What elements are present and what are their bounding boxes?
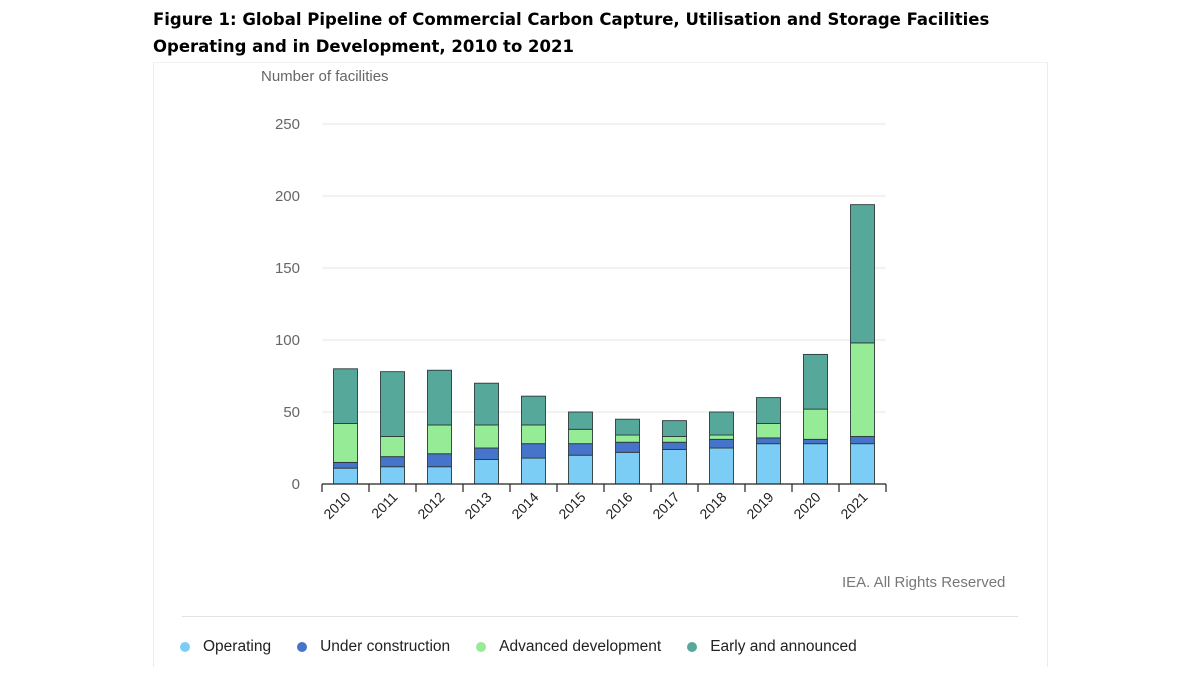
bar-2013-advanced-development <box>474 424 499 449</box>
bar-2010-advanced-development <box>333 423 358 463</box>
x-tick-label-2018: 2018 <box>696 489 729 522</box>
bar-2013-operating <box>474 459 499 485</box>
bar-2016-under-construction <box>615 441 640 453</box>
bar-2015-early-and-announced <box>568 411 593 430</box>
x-tick-label-2020: 2020 <box>790 489 823 522</box>
legend-swatch <box>297 642 308 652</box>
legend-label: Under construction <box>320 638 451 655</box>
bar-2010-under-construction <box>333 461 358 469</box>
legend: Operating Under construction Advanced deve… <box>180 638 857 656</box>
bar-2014-operating <box>521 457 546 485</box>
bar-2018-operating <box>709 447 734 485</box>
x-tick-label-2016: 2016 <box>602 489 635 522</box>
bar-2018-advanced-development <box>709 434 734 440</box>
x-tick-label-2019: 2019 <box>743 489 776 522</box>
x-tick-label-2012: 2012 <box>414 489 447 522</box>
y-axis-label: Number of facilities <box>261 68 389 85</box>
legend-swatch <box>180 642 190 652</box>
bar-2014-advanced-development <box>521 424 546 445</box>
bar-2021-advanced-development <box>850 342 875 437</box>
bar-2016-operating <box>615 451 640 485</box>
bar-2019-advanced-development <box>756 423 781 439</box>
bar-2015-operating <box>568 454 593 485</box>
chart-panel <box>153 62 1048 667</box>
legend-label: Early and announced <box>710 638 857 655</box>
bar-2016-early-and-announced <box>615 418 640 436</box>
bar-2011-advanced-development <box>380 436 405 458</box>
bar-2021-under-construction <box>850 436 875 445</box>
legend-item-under-construction[interactable]: Under construction <box>297 638 450 656</box>
bar-2016-advanced-development <box>615 434 640 443</box>
x-tick-label-2013: 2013 <box>461 489 494 522</box>
legend-item-early-and-announced[interactable]: Early and announced <box>687 638 857 656</box>
bar-2015-under-construction <box>568 443 593 456</box>
x-tick-label-2021: 2021 <box>837 489 870 522</box>
bar-2018-under-construction <box>709 438 734 449</box>
y-tick-label-200: 200 <box>275 188 300 205</box>
bar-2020-operating <box>803 443 828 485</box>
bar-2010-operating <box>333 467 358 485</box>
x-tick-label-2014: 2014 <box>508 489 541 522</box>
bar-2017-advanced-development <box>662 436 687 443</box>
legend-swatch <box>476 642 487 652</box>
bar-2012-early-and-announced <box>427 369 452 426</box>
bar-2020-early-and-announced <box>803 353 828 410</box>
y-tick-label-100: 100 <box>275 332 300 349</box>
legend-label: Advanced development <box>499 638 662 655</box>
bar-2021-operating <box>850 443 875 485</box>
figure-title: Figure 1: Global Pipeline of Commercial … <box>153 10 990 56</box>
bar-2011-early-and-announced <box>380 371 405 437</box>
bar-2012-operating <box>427 466 452 485</box>
bar-2017-under-construction <box>662 441 687 450</box>
x-tick-label-2010: 2010 <box>320 489 353 522</box>
bars <box>333 204 875 485</box>
legend-swatch <box>687 642 698 652</box>
bar-2012-advanced-development <box>427 424 452 455</box>
y-tick-label-150: 150 <box>275 260 300 277</box>
bar-2019-operating <box>756 443 781 485</box>
legend-label: Operating <box>203 638 272 655</box>
bar-2013-early-and-announced <box>474 382 499 426</box>
x-tick-label-2015: 2015 <box>555 489 588 522</box>
gridlines <box>322 123 886 413</box>
bar-2014-early-and-announced <box>521 395 546 426</box>
bar-2019-under-construction <box>756 437 781 445</box>
bar-2015-advanced-development <box>568 428 593 445</box>
bar-2011-under-construction <box>380 456 405 468</box>
x-tick-label-2011: 2011 <box>368 489 401 522</box>
y-tick-label-0: 0 <box>292 476 300 493</box>
credit-text: IEA. All Rights Reserved <box>842 574 1006 591</box>
bar-2019-early-and-announced <box>756 397 781 424</box>
legend-divider <box>182 616 1018 617</box>
bar-2020-under-construction <box>803 438 828 445</box>
bar-2017-operating <box>662 448 687 485</box>
x-tick-label-2017: 2017 <box>649 489 682 522</box>
legend-item-advanced-development[interactable]: Advanced development <box>476 638 661 656</box>
bar-2010-early-and-announced <box>333 368 358 424</box>
bar-2020-advanced-development <box>803 408 828 440</box>
y-tick-labels: 0 50 100 150 200 250 <box>275 116 300 493</box>
bar-2013-under-construction <box>474 447 499 460</box>
bar-2011-operating <box>380 466 405 485</box>
x-axis: 2010 2011 2012 2013 2014 2015 2016 2017 2018 2019… <box>320 483 887 522</box>
bar-2012-under-construction <box>427 453 452 468</box>
legend-item-operating[interactable]: Operating <box>180 638 271 656</box>
y-tick-label-50: 50 <box>283 404 300 421</box>
bar-2017-early-and-announced <box>662 420 687 437</box>
bar-2021-early-and-announced <box>850 204 875 344</box>
bar-2014-under-construction <box>521 443 546 459</box>
bar-2018-early-and-announced <box>709 411 734 436</box>
y-tick-label-250: 250 <box>275 116 300 133</box>
